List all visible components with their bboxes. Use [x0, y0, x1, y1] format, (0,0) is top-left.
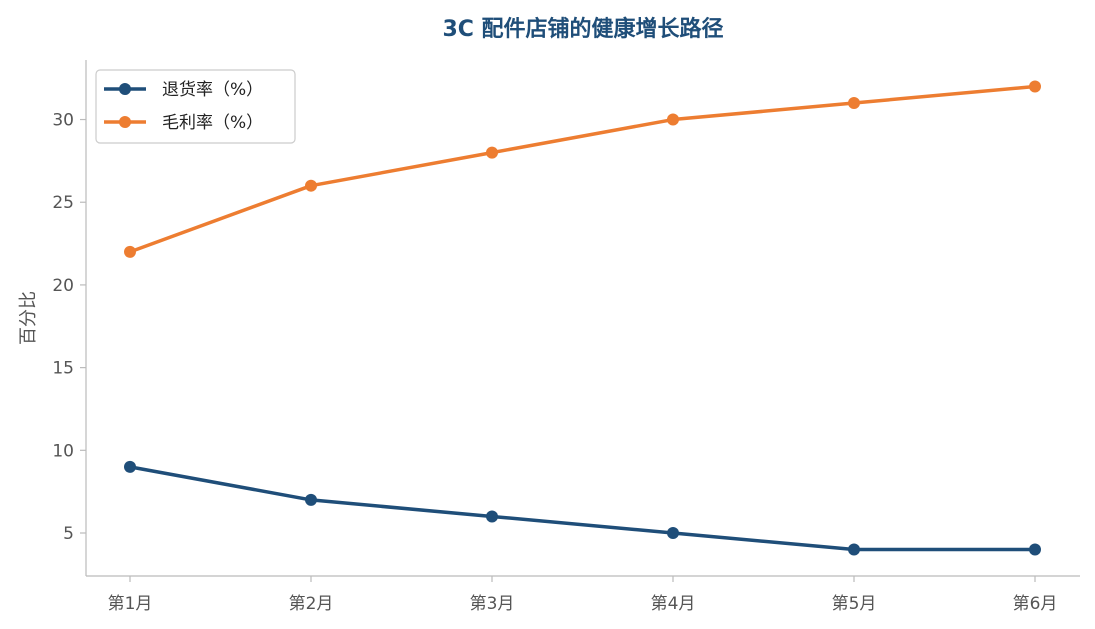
- series-line: [128, 84, 1037, 254]
- series-line: [128, 465, 1037, 552]
- data-point: [124, 245, 136, 258]
- y-tick-label: 25: [52, 193, 74, 213]
- chart-title: 3C 配件店铺的健康增长路径: [442, 16, 723, 42]
- axes: [85, 60, 1080, 577]
- data-point: [848, 543, 860, 556]
- y-axis-label: 百分比: [18, 291, 39, 345]
- data-point: [667, 527, 679, 539]
- y-tick-label: 20: [52, 276, 74, 296]
- data-point: [305, 493, 317, 506]
- y-tick-label: 5: [63, 524, 74, 544]
- data-point: [124, 460, 136, 473]
- legend-swatch-marker: [119, 83, 131, 95]
- data-point: [1029, 543, 1041, 556]
- legend-item: 毛利率（%）: [104, 113, 263, 133]
- x-tick-label: 第4月: [651, 594, 696, 614]
- legend-label: 退货率（%）: [162, 80, 263, 100]
- x-tick-label: 第2月: [289, 594, 334, 614]
- data-point: [486, 510, 498, 523]
- x-tick-label: 第3月: [470, 594, 515, 614]
- x-tick-label: 第5月: [832, 594, 877, 614]
- legend-label: 毛利率（%）: [162, 113, 263, 133]
- x-tick-label: 第1月: [108, 594, 153, 614]
- x-axis-ticks: 第1月 第2月 第3月 第4月 第5月 第6月: [108, 576, 1058, 614]
- y-tick-label: 15: [52, 359, 74, 379]
- data-point: [486, 146, 498, 159]
- y-axis-ticks: 5 10 15 20 25 30: [52, 111, 86, 544]
- data-point: [1029, 80, 1041, 93]
- legend-swatch-marker: [119, 116, 131, 128]
- data-point: [305, 179, 317, 192]
- data-point: [848, 97, 860, 109]
- data-point: [667, 113, 679, 126]
- series-0: [124, 460, 1041, 556]
- series-layer: [124, 80, 1041, 556]
- series-1: [124, 80, 1041, 258]
- y-tick-label: 30: [52, 111, 74, 131]
- x-tick-label: 第6月: [1013, 594, 1058, 614]
- y-tick-label: 10: [52, 441, 74, 461]
- legend: 退货率（%） 毛利率（%）: [95, 69, 296, 144]
- legend-item: 退货率（%）: [104, 80, 263, 100]
